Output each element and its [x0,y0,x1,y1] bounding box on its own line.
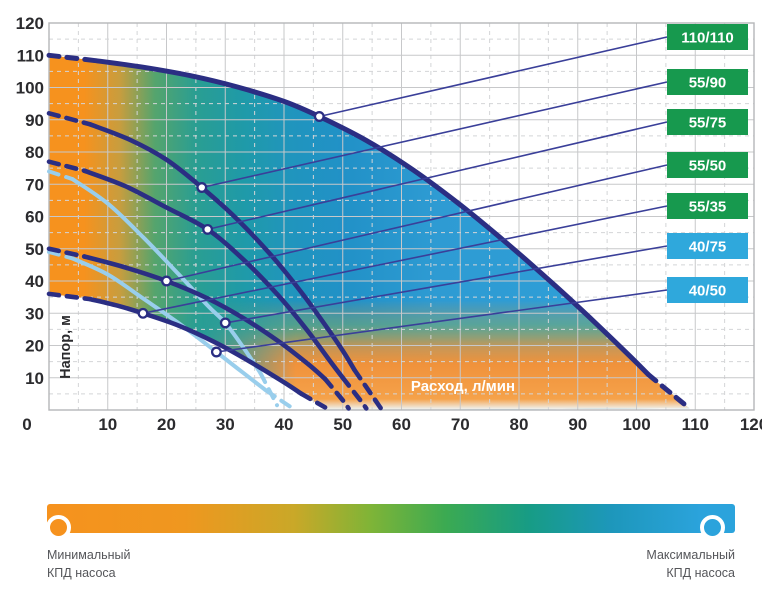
plot-border [48,22,755,411]
pump-curve-110-110 [46,52,99,64]
x-tick-label: 100 [622,415,650,434]
series-label: 40/50 [689,283,727,300]
max-efficiency-label: Максимальный КПД насоса [646,546,735,582]
x-tick-label: 0 [22,415,31,434]
curve-marker [196,182,208,193]
min-efficiency-line2: КПД насоса [47,566,116,581]
x-tick-label: 40 [275,415,294,434]
series-label-box [667,69,748,95]
series-label: 55/50 [689,158,727,175]
x-tick-label: 10 [98,415,117,434]
curve-marker [161,275,172,287]
y-tick-label: 120 [16,14,44,33]
pump-curve-55-50 [322,376,351,411]
pump-curve-55-90 [352,367,384,411]
min-efficiency-label: Минимальный КПД насоса [47,546,131,582]
x-tick-label: 60 [392,415,411,434]
pump-curve-40-50 [264,388,295,411]
curve-marker [137,307,149,319]
label-connector-line [319,36,668,118]
series-label-box [667,109,748,135]
y-tick-label: 40 [25,272,44,291]
x-tick-label: 70 [451,415,470,434]
y-tick-label: 90 [25,111,44,130]
pump-curve-40-75 [47,169,75,182]
curve-marker [219,317,231,329]
series-label-box [667,152,748,178]
y-tick-label: 50 [25,240,44,259]
y-tick-label: 110 [17,46,44,65]
min-efficiency-line1: Минимальный [47,548,131,562]
series-label-box [667,277,748,303]
x-tick-label: 90 [568,415,587,434]
max-efficiency-line2: КПД насоса [666,566,735,581]
x-tick-label: 110 [682,415,709,434]
max-efficiency-marker-icon [700,515,725,540]
y-tick-label: 60 [25,208,44,227]
pump-curve-110-110 [93,58,651,377]
pump-curve-55-75 [46,159,87,173]
curve-marker [313,111,325,122]
series-label: 55/90 [689,75,727,92]
efficiency-gradient-bar [47,504,735,533]
label-connector-line [207,121,668,231]
series-label-box [667,233,748,259]
label-connector-line [201,81,668,189]
pump-curve-40-75 [258,371,279,408]
y-tick-label: 30 [25,304,44,323]
pump-curve-110-110 [645,372,692,411]
curve-marker [202,223,214,235]
pump-curve-55-35 [299,391,328,410]
y-tick-label: 80 [25,143,44,162]
series-label-box [667,24,748,50]
label-connector-line [225,245,668,324]
series-label-box [667,193,748,219]
pump-curve-40-50 [70,256,269,393]
pump-curve-55-35 [46,291,93,302]
series-label: 55/35 [689,199,727,216]
label-connector-line [142,205,668,315]
y-axis-title: Напор, м [58,315,74,379]
x-tick-label: 20 [157,415,176,434]
pump-curve-55-90 [87,122,357,373]
y-tick-label: 70 [25,175,44,194]
pump-curve-40-50 [47,250,75,261]
axis-ticks: 0 10 20 30 40 50 60 70 80 90 100 110 120 10 20 30 40 50 60… [16,14,762,434]
curve-annotations: 40/75 40/50 110/110 55/90 55/75 55/50 55/35 [137,24,748,358]
label-connector-line [216,289,668,353]
pump-curve-55-50 [46,246,87,259]
x-tick-label: 120 [740,415,762,434]
label-connector-line [166,164,668,282]
pump-curve-55-90 [46,111,93,127]
min-efficiency-marker-icon [46,515,71,540]
series-label: 55/75 [689,115,727,132]
x-tick-label: 80 [510,415,529,434]
pump-curve-55-50 [82,254,328,382]
y-tick-label: 10 [25,369,44,388]
pump-curve-55-75 [340,375,369,411]
x-tick-label: 30 [216,415,235,434]
x-tick-label: 50 [333,415,352,434]
y-tick-label: 20 [25,337,44,356]
pump-curve-55-35 [87,296,304,397]
curve-marker [210,346,222,358]
series-label: 110/110 [681,30,734,47]
pump-curve-55-75 [82,168,346,381]
pump-curves [46,52,692,411]
x-axis-title: Расход, л/мин [411,378,515,395]
series-label: 40/75 [689,239,727,256]
max-efficiency-line1: Максимальный [646,548,735,562]
pump-performance-chart: 40/75 40/50 110/110 55/90 55/75 55/50 55/35 0 10… [16,14,762,434]
y-tick-label: 100 [16,79,44,98]
